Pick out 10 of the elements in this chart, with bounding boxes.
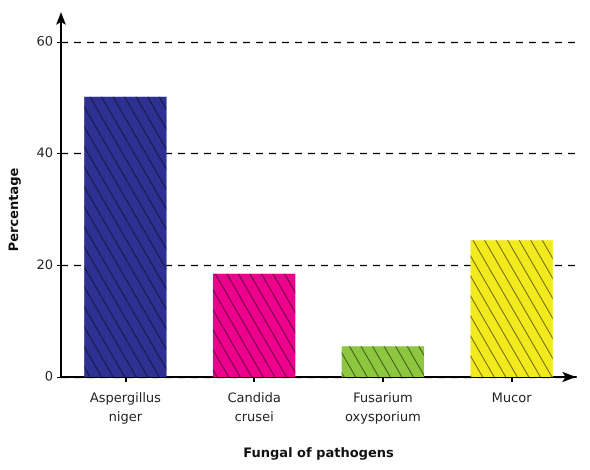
x-tick-label: Candida crusei	[227, 391, 281, 425]
y-tick-label: 0	[44, 370, 53, 384]
y-axis-title: Percentage	[7, 168, 22, 252]
y-tick-label: 20	[36, 258, 53, 273]
x-tick-label: Mucor	[492, 391, 532, 406]
y-tick-label: 40	[36, 146, 53, 162]
y-tick-label: 60	[36, 34, 53, 50]
x-axis-title: Fungal of pathogens	[243, 446, 394, 461]
x-tick-label: Aspergillus niger	[90, 391, 162, 425]
x-tick-label: Fusarium oxysporium	[344, 391, 421, 425]
